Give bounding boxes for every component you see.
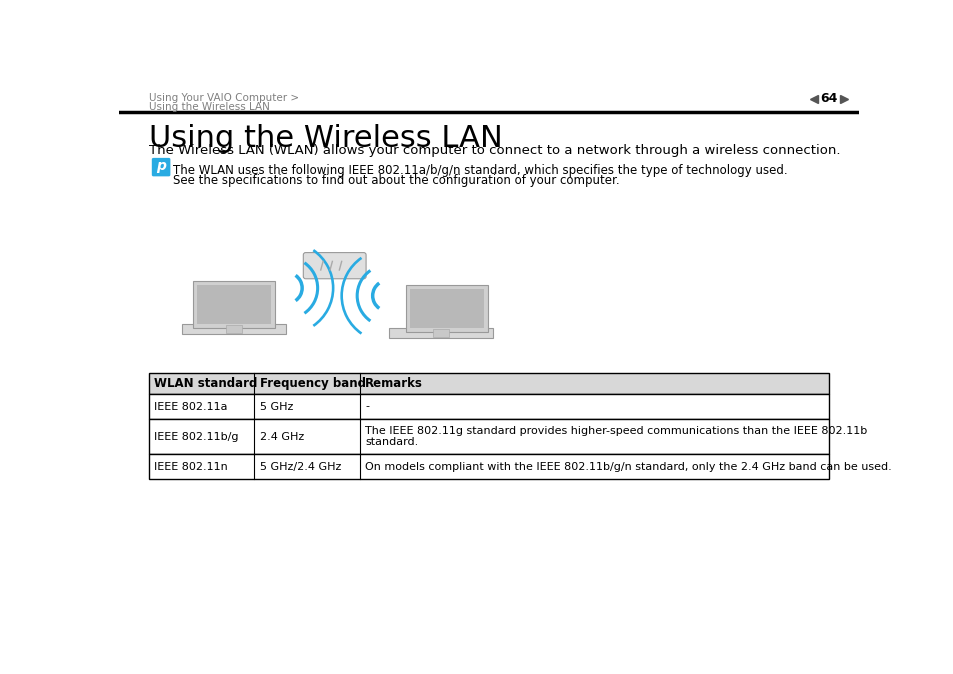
Bar: [149, 394, 828, 419]
Bar: [226, 325, 241, 333]
Bar: [433, 329, 448, 336]
Text: WLAN standard: WLAN standard: [154, 377, 257, 390]
Bar: [149, 419, 828, 454]
Text: The WLAN uses the following IEEE 802.11a/b/g/n standard, which specifies the typ: The WLAN uses the following IEEE 802.11a…: [173, 164, 787, 177]
Text: IEEE 802.11a: IEEE 802.11a: [154, 402, 228, 412]
Text: On models compliant with the IEEE 802.11b/g/n standard, only the 2.4 GHz band ca: On models compliant with the IEEE 802.11…: [365, 462, 891, 472]
Bar: [149, 373, 828, 394]
Bar: [197, 284, 271, 324]
Bar: [193, 281, 274, 328]
Text: 64: 64: [820, 92, 837, 105]
Text: standard.: standard.: [365, 437, 417, 447]
Text: The Wireless LAN (WLAN) allows your computer to connect to a network through a w: The Wireless LAN (WLAN) allows your comp…: [149, 144, 840, 157]
Text: Using Your VAIO Computer >: Using Your VAIO Computer >: [149, 93, 298, 103]
Bar: [388, 328, 493, 338]
Bar: [410, 288, 483, 328]
FancyBboxPatch shape: [152, 158, 171, 177]
Text: Using the Wireless LAN: Using the Wireless LAN: [149, 124, 502, 153]
Bar: [149, 454, 828, 479]
Text: See the specifications to find out about the configuration of your computer.: See the specifications to find out about…: [173, 174, 619, 187]
Text: IEEE 802.11b/g: IEEE 802.11b/g: [154, 431, 238, 441]
Text: 2.4 GHz: 2.4 GHz: [259, 431, 303, 441]
Text: -: -: [365, 402, 369, 412]
Text: Frequency band: Frequency band: [259, 377, 365, 390]
Text: Using the Wireless LAN: Using the Wireless LAN: [149, 102, 270, 112]
Bar: [406, 284, 487, 332]
Bar: [181, 324, 286, 334]
Text: p: p: [156, 159, 166, 173]
Text: 5 GHz: 5 GHz: [259, 402, 293, 412]
FancyBboxPatch shape: [303, 253, 366, 279]
Text: Remarks: Remarks: [365, 377, 422, 390]
Text: 5 GHz/2.4 GHz: 5 GHz/2.4 GHz: [259, 462, 340, 472]
Text: The IEEE 802.11g standard provides higher-speed communications than the IEEE 802: The IEEE 802.11g standard provides highe…: [365, 426, 866, 436]
Text: IEEE 802.11n: IEEE 802.11n: [154, 462, 228, 472]
